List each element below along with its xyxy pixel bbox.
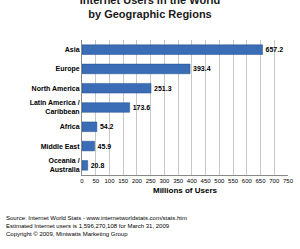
svg-text:393.4: 393.4 — [193, 65, 211, 72]
svg-text:500: 500 — [214, 178, 225, 184]
svg-text:Africa: Africa — [60, 123, 80, 130]
svg-text:Oceania /Australia: Oceania /Australia — [48, 157, 79, 173]
svg-text:Millions of Users: Millions of Users — [153, 186, 218, 195]
svg-text:750: 750 — [283, 178, 294, 184]
svg-text:300: 300 — [159, 178, 170, 184]
svg-text:350: 350 — [173, 178, 184, 184]
svg-text:Asia: Asia — [65, 46, 80, 53]
svg-text:North America: North America — [32, 85, 80, 92]
svg-text:700: 700 — [269, 178, 280, 184]
svg-text:450: 450 — [201, 178, 212, 184]
svg-text:Middle East: Middle East — [41, 143, 81, 150]
svg-text:657.2: 657.2 — [266, 46, 284, 53]
svg-text:550: 550 — [228, 178, 239, 184]
svg-text:45.9: 45.9 — [98, 143, 112, 150]
svg-text:54.2: 54.2 — [100, 123, 114, 130]
svg-text:250: 250 — [146, 178, 157, 184]
svg-text:200: 200 — [132, 178, 143, 184]
svg-text:600: 600 — [242, 178, 253, 184]
svg-text:Europe: Europe — [55, 65, 79, 73]
svg-text:100: 100 — [104, 178, 115, 184]
svg-text:251.3: 251.3 — [154, 85, 172, 92]
svg-text:150: 150 — [118, 178, 129, 184]
svg-text:400: 400 — [187, 178, 198, 184]
svg-text:Internet Users in the Worldby: Internet Users in the Worldby Geographic… — [80, 0, 220, 20]
svg-text:20.8: 20.8 — [91, 162, 105, 169]
svg-text:173.6: 173.6 — [133, 104, 151, 111]
svg-text:Latin America /Caribbean: Latin America /Caribbean — [30, 99, 80, 115]
svg-text:50: 50 — [92, 178, 99, 184]
svg-text:Source: Internet World Stats -: Source: Internet World Stats - www.inter… — [6, 215, 187, 237]
svg-text:650: 650 — [256, 178, 267, 184]
svg-text:0: 0 — [80, 178, 84, 184]
